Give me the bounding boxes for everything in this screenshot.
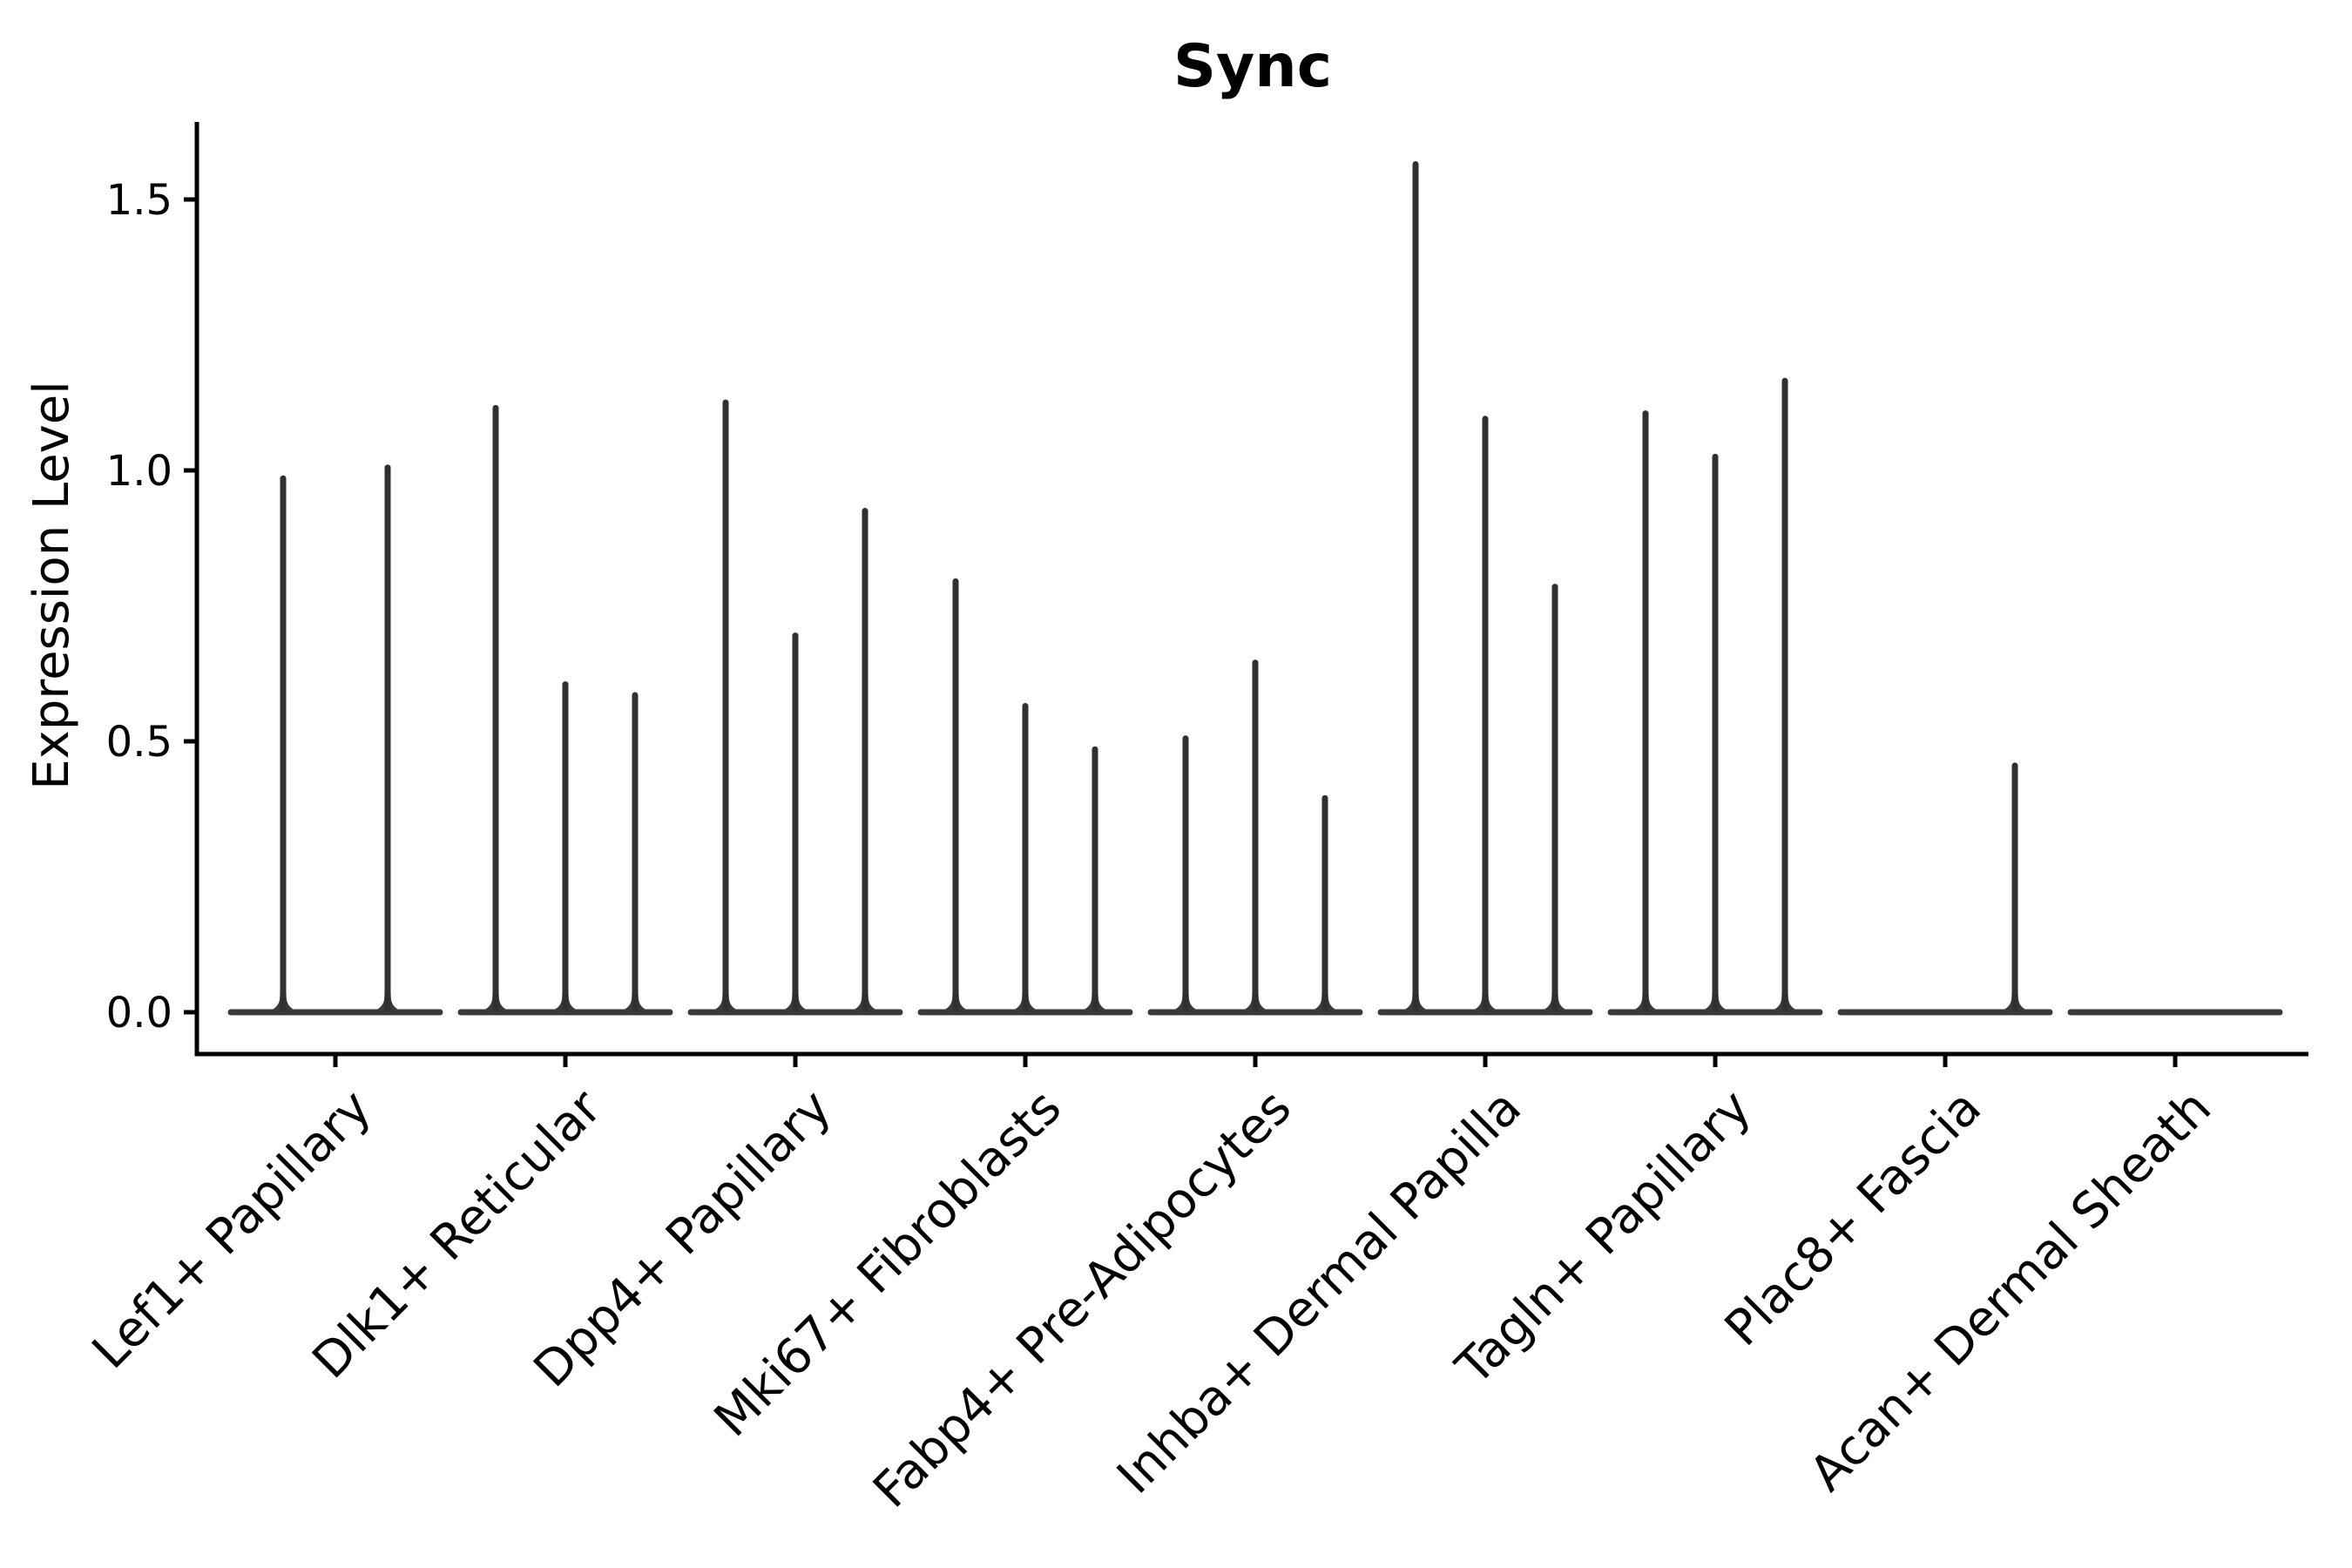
violins bbox=[227, 160, 2283, 1016]
violin-category bbox=[1607, 377, 1823, 1016]
y-tick-label: 0.0 bbox=[106, 989, 172, 1037]
violin-category bbox=[1377, 160, 1593, 1016]
x-tick-label: Fabp4+ Pre-Adipocytes bbox=[862, 1079, 1302, 1519]
violin-category bbox=[227, 464, 443, 1016]
y-tick-label: 1.5 bbox=[106, 176, 172, 225]
y-axis-title: Expression Level bbox=[24, 381, 80, 790]
violin-category bbox=[1147, 659, 1363, 1016]
y-tick-label: 0.5 bbox=[106, 718, 172, 767]
x-tick-label: Inhba+ Dermal Papilla bbox=[1106, 1079, 1532, 1505]
violin-category bbox=[917, 578, 1133, 1016]
x-tick-label: Acan+ Dermal Sheath bbox=[1799, 1079, 2222, 1503]
y-tick-label: 1.0 bbox=[106, 447, 172, 496]
chart-title: Sync bbox=[1173, 32, 1332, 101]
violin-category bbox=[687, 399, 903, 1016]
violin-category bbox=[457, 404, 673, 1016]
violin-category bbox=[1837, 762, 2053, 1016]
